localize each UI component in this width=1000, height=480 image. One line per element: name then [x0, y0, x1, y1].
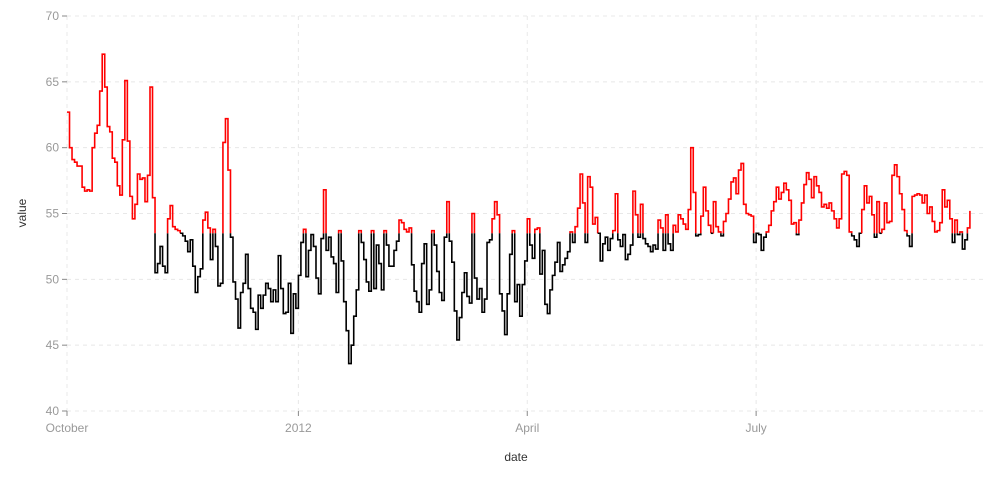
- series-segment-below: [616, 233, 634, 261]
- series-segment-below: [528, 233, 536, 260]
- series-segment-below: [448, 233, 473, 341]
- series-segment-below: [214, 233, 224, 287]
- series-segment-above: [712, 200, 722, 234]
- series-segment-below: [662, 233, 667, 252]
- series-segment-below: [961, 233, 969, 250]
- y-tick-label: 65: [46, 75, 60, 89]
- series-segment-above: [699, 186, 712, 234]
- series-segment-below: [209, 233, 214, 261]
- series-segment-above: [959, 231, 964, 234]
- series-segment-above: [511, 229, 516, 234]
- series-segment-below: [720, 233, 725, 237]
- series-segment-above: [876, 200, 881, 234]
- series-segment-above: [166, 204, 181, 234]
- series-segment-above: [337, 229, 342, 234]
- series-segment-above: [322, 189, 327, 234]
- series-segment-below: [229, 233, 305, 335]
- y-tick-label: 55: [46, 207, 60, 221]
- series-segment-above: [526, 217, 531, 234]
- series-segment-above: [491, 200, 501, 234]
- y-tick-label: 45: [46, 338, 60, 352]
- series-segment-above: [398, 219, 413, 234]
- series-segment-above: [672, 146, 697, 234]
- series-segment-above: [212, 228, 217, 234]
- series-segment-above: [222, 117, 232, 234]
- series-segment-above: [471, 212, 476, 234]
- y-tick-label: 40: [46, 404, 60, 418]
- series-segment-below: [752, 232, 767, 252]
- series-segment-below: [584, 233, 589, 244]
- series: [67, 53, 971, 365]
- series-segment-above: [966, 210, 971, 234]
- series-segment-above: [639, 203, 644, 234]
- series-segment-above: [357, 229, 363, 234]
- series-segment-below: [433, 233, 448, 302]
- series-segment-below: [951, 233, 956, 244]
- series-segment-above: [765, 182, 798, 234]
- series-segment-below: [571, 233, 576, 244]
- y-tick-label: 50: [46, 272, 60, 286]
- series-segment-below: [305, 233, 325, 295]
- series-segment-below: [373, 233, 385, 291]
- series-segment-below: [597, 232, 614, 262]
- series-segment-below: [498, 233, 513, 336]
- series-segment-above: [586, 175, 599, 234]
- series-segment-above: [911, 189, 954, 234]
- series-segment-above: [383, 229, 388, 234]
- series-segment-below: [473, 233, 493, 314]
- series-segment-below: [340, 233, 360, 365]
- series-segment-below: [850, 232, 862, 248]
- series-segment-above: [722, 162, 755, 234]
- series-segment-below: [873, 233, 878, 238]
- x-tick-label: 2012: [285, 421, 312, 435]
- series-segment-below: [795, 233, 800, 236]
- series-segment-above: [370, 229, 375, 234]
- series-segment-below: [513, 233, 529, 318]
- series-segment-above: [657, 219, 664, 234]
- series-segment-below: [642, 233, 659, 253]
- series-segment-above: [611, 192, 619, 234]
- x-axis-title: date: [504, 450, 528, 464]
- series-segment-below: [956, 233, 961, 236]
- series-segment-above: [860, 185, 876, 234]
- series-segment-below: [539, 233, 571, 315]
- series-segment-below: [154, 233, 169, 274]
- series-segment-below: [410, 233, 433, 314]
- series-segment-below: [694, 233, 702, 237]
- series-segment-below: [385, 233, 400, 267]
- x-tick-label: October: [46, 421, 89, 435]
- y-axis-title: value: [15, 198, 29, 227]
- series-segment-below: [637, 233, 642, 238]
- series-segment-below: [360, 233, 373, 292]
- series-segment-above: [664, 214, 669, 234]
- series-segment-above: [881, 163, 908, 234]
- series-segment-above: [202, 211, 212, 234]
- series-segment-above: [569, 231, 574, 234]
- series-segment-below: [667, 233, 674, 252]
- x-tick-label: July: [745, 421, 766, 435]
- series-segment-above: [445, 200, 451, 234]
- series-segment-above: [632, 190, 639, 234]
- series-segment-above: [302, 228, 307, 234]
- series-segment-above: [798, 170, 853, 234]
- series-segment-above: [574, 173, 586, 234]
- y-tick-label: 70: [46, 9, 60, 23]
- series-segment-below: [906, 233, 913, 248]
- x-tick-label: April: [515, 421, 539, 435]
- series-segment-above: [67, 53, 156, 234]
- axes: 40 45 50 55 60 65 70 October 2012 April July: [46, 9, 767, 435]
- series-segment-above: [533, 227, 541, 234]
- series-segment-above: [430, 229, 436, 234]
- series-segment-above: [954, 219, 959, 234]
- series-segment-below: [180, 232, 204, 294]
- y-tick-label: 60: [46, 141, 60, 155]
- series-segment-below: [325, 233, 340, 294]
